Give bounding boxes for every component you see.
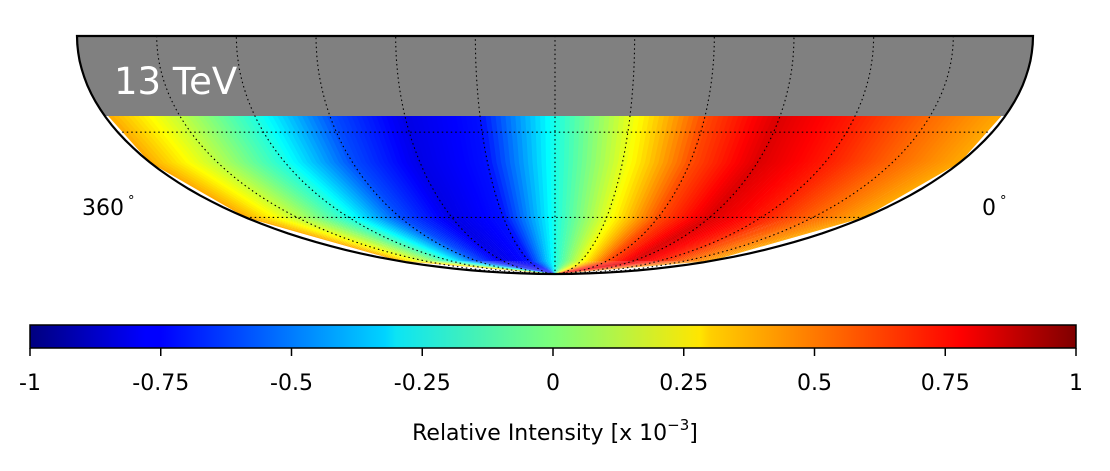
meridian-line: [554, 36, 636, 274]
colorbar-tick-label: -1: [19, 371, 41, 396]
lon-left-degree: °: [128, 194, 135, 209]
lon-label-right: 0 °: [982, 194, 1007, 221]
colorbar-label: Relative Intensity [x 10−3]: [412, 416, 698, 446]
intensity-cell: [517, 36, 555, 274]
meridian-line: [554, 36, 795, 274]
coordinate-grid: [77, 36, 1033, 274]
colorbar-tick-label: -0.5: [270, 371, 313, 396]
meridian-line: [315, 36, 556, 274]
map-boundary: [75, 34, 1035, 276]
sky-map: 13 TeV 360 ° 0 °: [75, 34, 1035, 276]
colorbar-tick-label: 0: [546, 371, 560, 396]
lon-right-degree: °: [1000, 194, 1007, 209]
colorbar-tick-label: 0.75: [921, 371, 970, 396]
intensity-cell: [527, 36, 555, 274]
colorbar-tick-label: 0.5: [797, 371, 832, 396]
meridian-line: [235, 36, 556, 274]
colorbar: -1 -0.75 -0.5 -0.25 0 0.25 0.5 0.75 1 Relative I…: [19, 324, 1083, 446]
colorbar-label-main: Relative Intensity [x 10: [412, 421, 667, 446]
intensity-cell: [512, 36, 555, 274]
lon-label-left: 360 °: [82, 194, 135, 221]
colorbar-tick-label: -0.75: [132, 371, 189, 396]
meridian-line: [554, 36, 875, 274]
energy-label: 13 TeV: [114, 60, 237, 103]
meridian-line: [474, 36, 556, 274]
colorbar-tick-label: 1: [1069, 371, 1083, 396]
intensity-cell: [522, 36, 555, 274]
intensity-cell: [555, 36, 587, 274]
colorbar-tick-label: -0.25: [394, 371, 451, 396]
colorbar-gradient: [29, 324, 1077, 349]
colorbar-label-tail: ]: [689, 421, 698, 446]
intensity-cell: [555, 36, 593, 274]
colorbar-label-exponent: −3: [667, 416, 689, 434]
intensity-cell: [555, 36, 582, 274]
colorbar-tick-label: 0.25: [659, 371, 708, 396]
colorbar-ticks: -1 -0.75 -0.5 -0.25 0 0.25 0.5 0.75 1: [19, 348, 1083, 396]
